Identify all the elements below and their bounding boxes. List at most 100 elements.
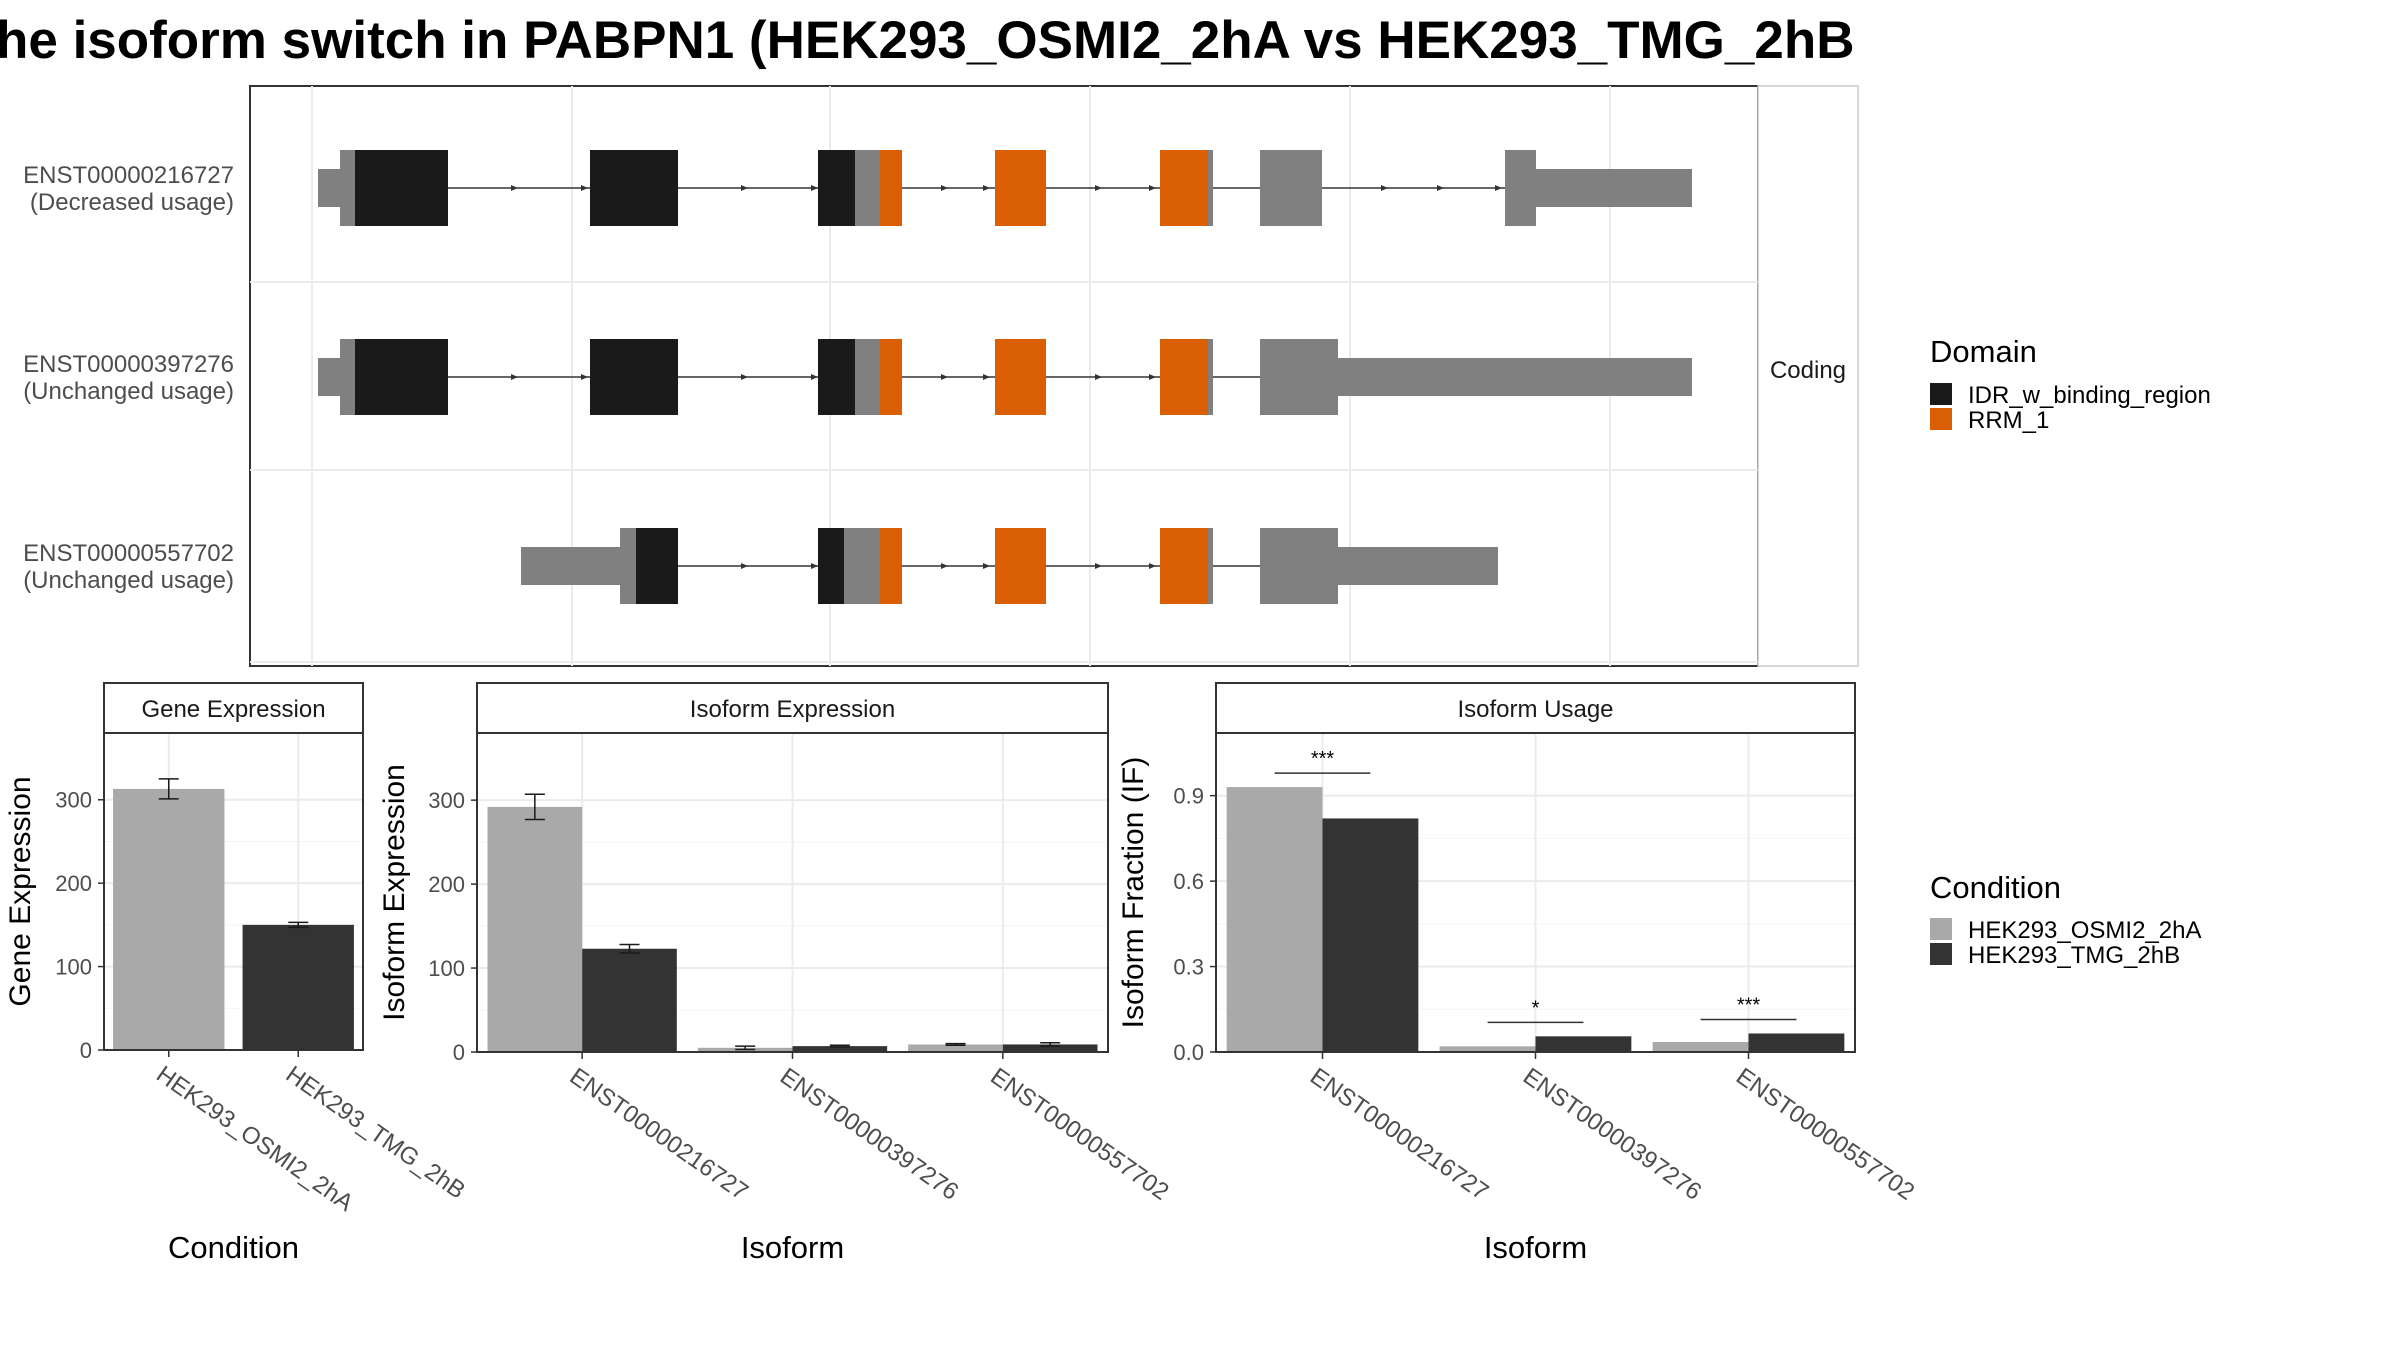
transcript-structure-panel: Coding ENST00000216727(Decreased usage) E… (23, 85, 1859, 667)
y-tick-label: 0 (453, 1040, 465, 1065)
legend-label-cond1: HEK293_OSMI2_2hA (1968, 917, 2201, 944)
intron-arrow (741, 374, 748, 380)
intron-arrow (941, 374, 948, 380)
exon-non-domain (521, 547, 620, 585)
domain-legend: Domain IDR_w_binding_region RRM_1 (1930, 334, 2211, 434)
facet-strip (1215, 682, 1856, 734)
exon-idr-domain (818, 528, 844, 604)
exon-non-domain (855, 150, 880, 226)
exon-non-domain (318, 169, 340, 207)
y-axis-title: Isoform Fraction (IF) (1117, 757, 1150, 1029)
y-tick-label: 0 (80, 1038, 92, 1063)
intron-arrow (983, 185, 990, 191)
x-tick-label: ENST00000397276 (1518, 1063, 1706, 1206)
x-axis-title: Isoform (741, 1230, 844, 1265)
x-tick-label: ENST00000557702 (985, 1063, 1173, 1206)
exon-rrm-domain (1160, 528, 1208, 604)
exon-non-domain (1260, 339, 1338, 415)
x-tick-label: ENST00000216727 (565, 1063, 753, 1206)
intron-arrow (1495, 185, 1502, 191)
y-tick-label: 0.0 (1173, 1040, 1204, 1065)
exon-non-domain (340, 339, 355, 415)
strip-label: Coding (1770, 357, 1846, 384)
exon-idr-domain (818, 339, 855, 415)
intron-arrow (1381, 185, 1388, 191)
y-tick-label: 100 (428, 956, 465, 981)
exon-rrm-domain (995, 339, 1046, 415)
intron-arrow (811, 563, 818, 569)
exon-non-domain (1260, 528, 1338, 604)
transcript-usage-label: (Decreased usage) (30, 189, 234, 216)
significance-label: *** (1737, 994, 1761, 1016)
y-tick-label: 0.3 (1173, 955, 1204, 980)
exon-idr-domain (355, 339, 448, 415)
legend-label-cond2: HEK293_TMG_2hB (1968, 942, 2180, 969)
y-axis-title: Gene Expression (4, 776, 37, 1006)
strip-background (1757, 85, 1859, 667)
y-tick-label: 300 (428, 788, 465, 813)
transcript-model-1 (318, 339, 1692, 415)
exon-rrm-domain (1160, 339, 1208, 415)
exon-non-domain (340, 150, 355, 226)
intron-arrow (1095, 374, 1102, 380)
exon-non-domain (1208, 339, 1213, 415)
exon-non-domain (1208, 150, 1213, 226)
y-tick-label: 300 (55, 788, 92, 813)
bar-ENST00000397276-HEK293_TMG_2hB (1535, 1036, 1632, 1052)
transcript-usage-label: (Unchanged usage) (23, 567, 234, 594)
exon-rrm-domain (880, 528, 902, 604)
y-axis-title: Isoform Expression (378, 764, 411, 1021)
intron-arrow (811, 374, 818, 380)
transcript-model-2 (521, 528, 1498, 604)
intron-arrow (741, 563, 748, 569)
bar-ENST00000216727-HEK293_TMG_2hB (582, 948, 677, 1052)
legend-label-idr: IDR_w_binding_region (1968, 382, 2211, 409)
intron-arrow (1095, 185, 1102, 191)
facet-strip-label: Gene Expression (141, 696, 325, 723)
transcript-usage-label: (Unchanged usage) (23, 378, 234, 405)
legend-swatch-idr (1930, 383, 1952, 405)
intron-arrow (1149, 374, 1156, 380)
exon-idr-domain (818, 150, 855, 226)
intron-arrow (581, 374, 588, 380)
bar-ENST00000216727-HEK293_OSMI2_2hA (1226, 787, 1323, 1052)
exon-rrm-domain (880, 339, 902, 415)
legend-swatch-rrm (1930, 408, 1952, 430)
exon-non-domain (1536, 169, 1692, 207)
x-tick-label: ENST00000397276 (775, 1063, 963, 1206)
significance-label: * (1532, 997, 1540, 1019)
bar-ENST00000557702-HEK293_TMG_2hB (1748, 1033, 1845, 1052)
transcript-id-label: ENST00000557702 (23, 540, 234, 567)
x-axis-title: Condition (168, 1230, 299, 1265)
exon-non-domain (318, 358, 340, 396)
condition-legend: Condition HEK293_OSMI2_2hA HEK293_TMG_2h… (1930, 870, 2201, 969)
exon-non-domain (1260, 150, 1322, 226)
figure-title: he isoform switch in PABPN1 (HEK293_OSMI… (0, 11, 1855, 70)
exon-idr-domain (590, 150, 678, 226)
facet-strip (103, 682, 364, 734)
x-tick-label: ENST00000216727 (1305, 1063, 1493, 1206)
y-tick-label: 100 (55, 955, 92, 980)
domain-legend-title: Domain (1930, 334, 2037, 369)
transcript-id-label: ENST00000216727 (23, 162, 234, 189)
condition-legend-title: Condition (1930, 870, 2061, 905)
bar-HEK293_TMG_2hB (242, 924, 354, 1050)
intron-arrow (1149, 563, 1156, 569)
intron-arrow (941, 563, 948, 569)
y-tick-label: 200 (428, 872, 465, 897)
exon-rrm-domain (995, 528, 1046, 604)
transcript-models (318, 150, 1692, 604)
exon-rrm-domain (880, 150, 902, 226)
intron-arrow (511, 374, 518, 380)
bar-ENST00000557702-HEK293_OSMI2_2hA (908, 1044, 1003, 1052)
exon-non-domain (620, 528, 636, 604)
intron-arrow (1149, 185, 1156, 191)
bar-ENST00000216727-HEK293_TMG_2hB (1322, 818, 1419, 1052)
intron-arrow (811, 185, 818, 191)
exon-non-domain (844, 528, 880, 604)
facet-strip-label: Isoform Usage (1457, 696, 1613, 723)
exon-idr-domain (590, 339, 678, 415)
bar-ENST00000557702-HEK293_TMG_2hB (1002, 1044, 1098, 1052)
facet-strip-label: Isoform Expression (690, 696, 895, 723)
